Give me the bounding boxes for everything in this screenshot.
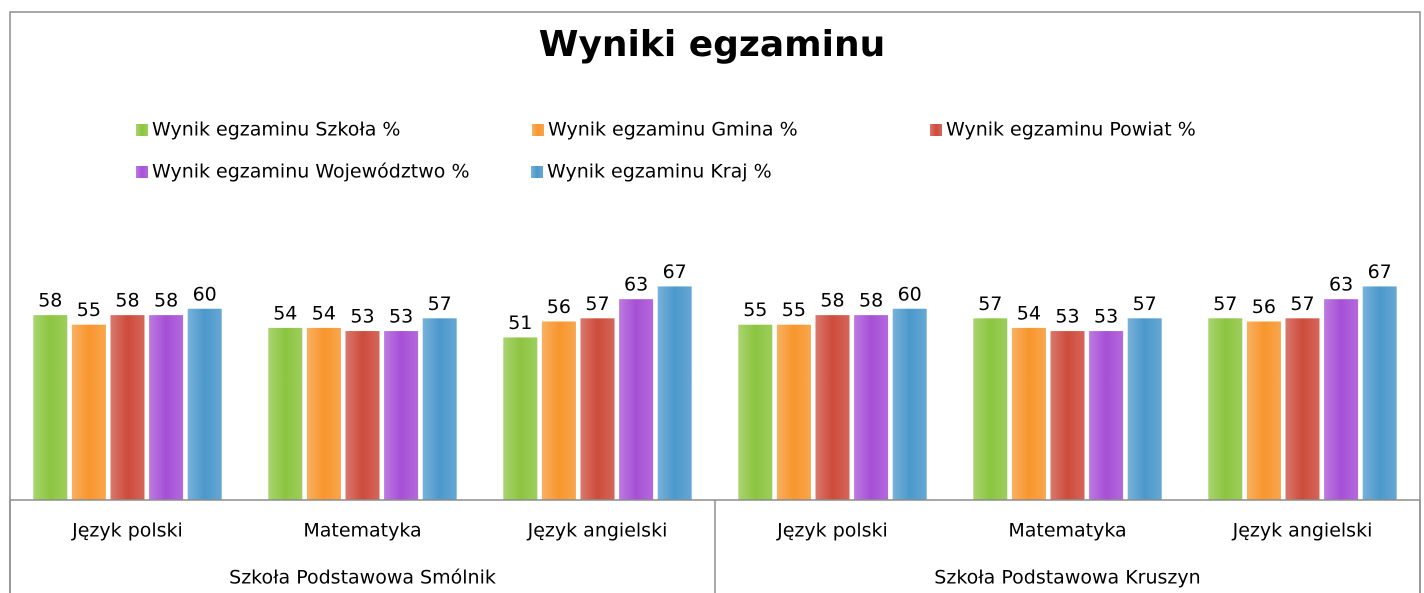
bar: [306, 327, 341, 500]
data-label: 67: [1368, 261, 1392, 283]
bar: [1285, 318, 1320, 500]
data-label: 54: [312, 302, 336, 324]
legend-label: Wynik egzaminu Kraj %: [547, 161, 772, 183]
bar: [892, 308, 927, 500]
data-label: 54: [1017, 302, 1041, 324]
bar: [503, 337, 538, 500]
data-label: 57: [1290, 293, 1314, 315]
bar: [776, 324, 811, 500]
bar: [33, 315, 68, 500]
data-label: 55: [743, 299, 767, 321]
data-label: 53: [1094, 306, 1118, 328]
legend-swatch: [531, 166, 543, 178]
data-label: 53: [1055, 306, 1079, 328]
legend-swatch: [930, 124, 942, 136]
data-label: 58: [820, 290, 844, 312]
data-label: 57: [1133, 293, 1157, 315]
bar: [268, 327, 303, 500]
x-tick-label: Matematyka: [303, 520, 421, 542]
data-label: 55: [782, 299, 806, 321]
bar: [1246, 321, 1281, 500]
bar: [657, 286, 692, 500]
x-tick-label: Język angielski: [527, 520, 668, 542]
bar: [1127, 318, 1162, 500]
legend-label: Wynik egzaminu Powiat %: [946, 119, 1196, 141]
x-tick-label: Język polski: [71, 520, 183, 542]
data-label: 57: [978, 293, 1002, 315]
legend-label: Wynik egzaminu Województwo %: [152, 161, 470, 183]
data-label: 56: [1252, 296, 1276, 318]
bar: [1208, 318, 1243, 500]
bar: [345, 331, 380, 500]
data-label: 63: [624, 274, 648, 296]
legend-label: Wynik egzaminu Gmina %: [548, 119, 798, 141]
bar: [854, 315, 889, 500]
chart-title: Wyniki egzaminu: [539, 24, 886, 65]
data-label: 60: [898, 283, 922, 305]
data-label: 55: [77, 299, 101, 321]
chart-frame: [9, 11, 1421, 593]
data-label: 54: [273, 302, 297, 324]
bar: [110, 315, 145, 500]
x-tick-label: Język polski: [776, 520, 888, 542]
data-label: 63: [1329, 274, 1353, 296]
bar: [384, 331, 419, 500]
bar: [973, 318, 1008, 500]
legend-label: Wynik egzaminu Szkoła %: [152, 119, 400, 141]
bar: [149, 315, 184, 500]
data-label: 58: [154, 290, 178, 312]
x-tick-label: Matematyka: [1008, 520, 1126, 542]
data-label: 51: [508, 312, 532, 334]
legend-swatch: [532, 124, 544, 136]
group-label: Szkoła Podstawowa Kruszyn: [934, 567, 1200, 589]
legend-swatch: [136, 124, 148, 136]
bar: [619, 299, 654, 500]
bar: [815, 315, 850, 500]
data-label: 53: [389, 306, 413, 328]
data-label: 57: [585, 293, 609, 315]
data-label: 57: [428, 293, 452, 315]
bar: [1362, 286, 1397, 500]
data-label: 58: [859, 290, 883, 312]
legend-swatch: [136, 166, 148, 178]
data-label: 57: [1213, 293, 1237, 315]
bar: [580, 318, 615, 500]
data-label: 53: [350, 306, 374, 328]
bar: [541, 321, 576, 500]
data-label: 60: [193, 283, 217, 305]
data-label: 56: [547, 296, 571, 318]
bar: [1324, 299, 1359, 500]
bar: [1089, 331, 1124, 500]
bar: [71, 324, 106, 500]
group-label: Szkoła Podstawowa Smólnik: [229, 567, 496, 589]
bar: [1011, 327, 1046, 500]
bar: [187, 308, 222, 500]
bar: [738, 324, 773, 500]
bar: [422, 318, 457, 500]
data-label: 58: [115, 290, 139, 312]
data-label: 67: [663, 261, 687, 283]
data-label: 58: [38, 290, 62, 312]
bar: [1050, 331, 1085, 500]
x-tick-label: Język angielski: [1232, 520, 1373, 542]
